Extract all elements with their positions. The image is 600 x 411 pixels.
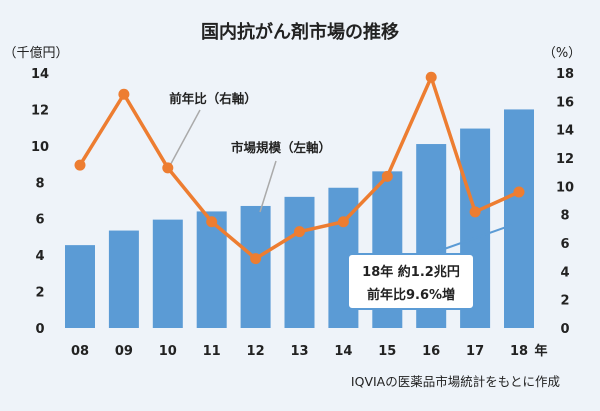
line-label-leader [169, 109, 201, 167]
left-tick-label: 0 [35, 322, 44, 337]
chart-title: 国内抗がん剤市場の推移 [201, 21, 399, 43]
line-series [74, 71, 525, 265]
line-point [513, 186, 525, 198]
bar [65, 245, 95, 328]
line-point [250, 253, 262, 265]
bar [108, 230, 139, 328]
bar [284, 196, 315, 328]
right-tick-label: 12 [556, 152, 574, 167]
line-point [381, 170, 393, 182]
source-note: IQVIAの医薬品市場統計をもとに作成 [351, 374, 560, 389]
line-point [294, 226, 305, 238]
left-tick-label: 8 [35, 176, 44, 191]
right-tick-label: 10 [556, 180, 574, 195]
right-tick-label: 6 [560, 237, 569, 252]
x-axis-ticks: 08 09 10 11 12 13 14 15 16 17 18 [71, 344, 528, 359]
left-axis-unit: （千億円） [3, 45, 68, 61]
right-tick-label: 2 [560, 294, 569, 309]
x-tick-label: 13 [290, 344, 308, 359]
line-point [469, 206, 481, 218]
line-point [206, 216, 218, 228]
left-axis-ticks: 0 2 4 6 8 10 12 14 [31, 67, 49, 337]
x-tick-label: 15 [378, 344, 396, 359]
right-tick-label: 0 [560, 322, 569, 337]
left-tick-label: 10 [31, 140, 49, 155]
x-axis-unit: 年 [534, 343, 547, 359]
right-tick-label: 18 [556, 67, 574, 82]
left-tick-label: 6 [35, 213, 44, 228]
right-tick-label: 14 [556, 124, 574, 139]
x-tick-label: 11 [203, 344, 221, 359]
label-leader-lines [169, 109, 513, 255]
line-point [337, 216, 349, 228]
right-tick-label: 16 [556, 95, 574, 110]
legend-bar-label: 市場規模（左軸） [231, 140, 331, 155]
annotation-line-2: 前年比9.6%増 [367, 287, 455, 303]
annotation-pointer [429, 224, 513, 255]
x-tick-label: 16 [422, 344, 440, 359]
left-tick-label: 14 [31, 67, 49, 82]
bar-label-leader [259, 160, 277, 213]
right-axis-ticks: 0 2 4 6 8 10 12 14 16 18 [556, 67, 574, 337]
annotation-box [347, 253, 475, 310]
left-tick-label: 2 [35, 286, 44, 301]
bar [240, 205, 271, 328]
annotation-line-1: 18年 約1.2兆円 [362, 264, 460, 280]
line-point [162, 162, 174, 174]
right-tick-label: 8 [560, 209, 569, 224]
bar [152, 219, 183, 328]
x-tick-label: 17 [466, 344, 484, 359]
line-point [118, 88, 130, 100]
x-tick-label: 18 [510, 344, 528, 359]
right-axis-unit: （%） [543, 46, 581, 61]
x-tick-label: 14 [334, 344, 352, 359]
legend-line-label: 前年比（右軸） [169, 91, 257, 106]
right-tick-label: 4 [560, 265, 569, 280]
line-point [425, 71, 437, 83]
x-tick-label: 09 [115, 344, 133, 359]
line-point [74, 159, 86, 171]
annotation-callout: 18年 約1.2兆円 前年比9.6%増 [347, 253, 475, 310]
x-tick-label: 12 [247, 344, 265, 359]
x-tick-label: 10 [159, 344, 177, 359]
x-tick-label: 08 [71, 344, 89, 359]
left-tick-label: 12 [31, 103, 49, 118]
bar [504, 109, 534, 328]
left-tick-label: 4 [35, 249, 44, 264]
